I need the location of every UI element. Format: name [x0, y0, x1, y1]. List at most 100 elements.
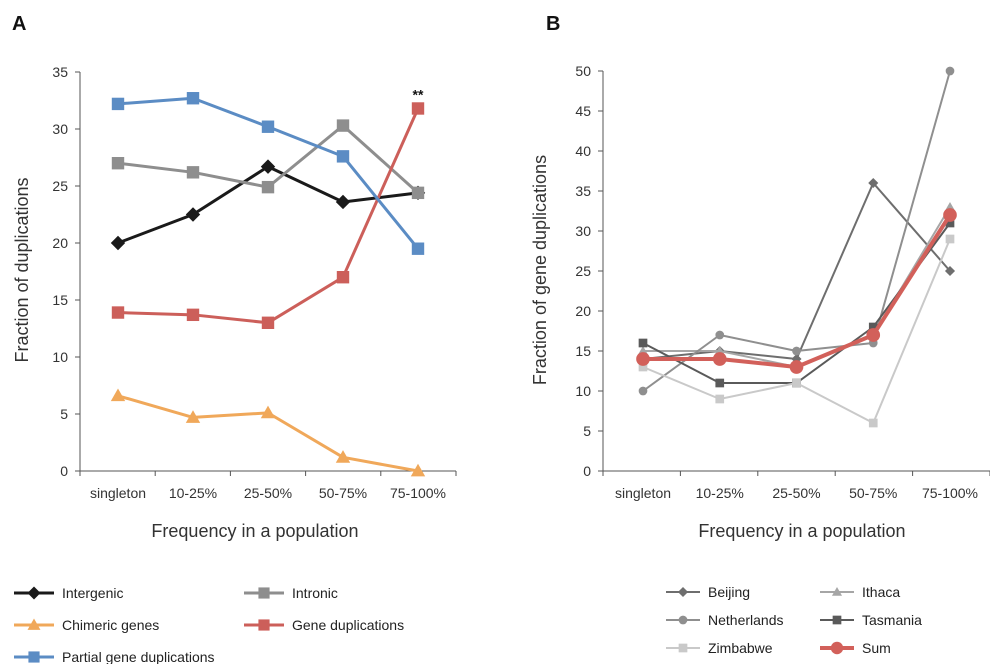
panel-b-series-ithaca [637, 201, 956, 371]
data-point-intronic [186, 166, 200, 179]
panel-b-x-tick-label: 75-100% [922, 485, 978, 501]
panel-a-series-gene-duplications [111, 102, 425, 329]
panel-b-x-tick-label: singleton [615, 485, 671, 501]
panel-b-y-ticks: 0 5 10 15 20 25 30 35 40 45 50 [575, 63, 603, 479]
data-point-ithaca [637, 345, 649, 355]
panel-a-legend: Intergenic Intronic Chimeric genes Gene dup… [14, 585, 404, 664]
series-line-netherlands [642, 70, 951, 392]
panel-b-legend: Beijing Ithaca Netherlands Tasmania Zimbabwe… [666, 584, 922, 656]
panel-b-series-beijing [637, 177, 956, 365]
panel-b-y-tick-label: 45 [575, 103, 591, 119]
legend-marker-chimeric-genes [27, 618, 41, 630]
panel-a-y-tick-label: 35 [52, 64, 68, 80]
data-point-sum [789, 360, 804, 374]
data-point-chimeric-genes [335, 450, 351, 463]
legend-label-intronic: Intronic [292, 585, 338, 601]
panel-b-letter: B [546, 13, 560, 35]
legend-item-beijing: Beijing [666, 584, 750, 600]
panel-b-series-sum [636, 208, 957, 374]
legend-item-intergenic: Intergenic [14, 585, 123, 601]
legend-item-chimeric-genes: Chimeric genes [14, 617, 159, 633]
data-point-intergenic [335, 194, 351, 210]
panel-b-series [636, 66, 957, 428]
panel-b-y-tick-label: 30 [575, 223, 591, 239]
panel-b-x-tick-label: 25-50% [772, 485, 820, 501]
data-point-tasmania [715, 378, 725, 388]
panel-a-series-partial-gene-duplications [111, 92, 425, 255]
panel-b-y-tick-label: 50 [575, 63, 591, 79]
data-point-intronic [411, 186, 425, 200]
series-line-zimbabwe [642, 238, 951, 424]
data-point-sum [943, 208, 957, 222]
panel-a-series-intergenic [110, 159, 426, 251]
data-point-netherlands [638, 386, 648, 396]
legend-item-netherlands: Netherlands [666, 612, 784, 628]
data-point-gene-duplications [411, 102, 425, 115]
panel-a-axes [79, 72, 456, 472]
data-point-gene-duplications [336, 271, 350, 284]
panel-a-y-tick-label: 30 [52, 121, 68, 137]
data-point-gene-duplications [111, 306, 125, 319]
legend-marker-zimbabwe [678, 643, 688, 653]
panel-b-y-tick-label: 40 [575, 143, 591, 159]
panel-a-y-tick-label: 10 [52, 349, 68, 365]
data-point-ithaca [714, 345, 725, 355]
series-line-beijing [642, 182, 951, 360]
panel-b-y-axis-title: Fraction of gene duplications [530, 155, 550, 385]
panel-a-y-tick-label: 20 [52, 235, 68, 251]
legend-marker-intergenic [27, 586, 41, 600]
panel-b-y-tick-label: 25 [575, 263, 591, 279]
data-point-gene-duplications [186, 308, 200, 322]
data-point-netherlands [945, 66, 955, 76]
panel-a-annotation: ** [413, 86, 424, 102]
legend-item-intronic: Intronic [244, 585, 338, 601]
panel-b-axes [602, 71, 990, 472]
data-point-intronic [261, 180, 275, 194]
legend-label-ithaca: Ithaca [862, 584, 900, 600]
legend-label-sum: Sum [862, 640, 891, 656]
legend-item-gene-duplications: Gene duplications [244, 617, 404, 633]
data-point-partial-gene-duplications [411, 242, 425, 255]
data-point-zimbabwe [868, 418, 878, 428]
panel-b-x-tick-label: 50-75% [849, 485, 897, 501]
data-point-intergenic [185, 207, 201, 222]
legend-marker-partial-gene-duplications [28, 651, 40, 663]
panel-b-series-zimbabwe [638, 234, 955, 428]
legend-label-partial-gene-duplications: Partial gene duplications [62, 649, 215, 664]
legend-label-netherlands: Netherlands [708, 612, 784, 628]
legend-item-zimbabwe: Zimbabwe [666, 640, 773, 656]
legend-marker-ithaca [831, 586, 843, 596]
data-point-intergenic [110, 235, 126, 251]
data-point-beijing [791, 353, 802, 365]
panel-b-y-tick-label: 15 [575, 343, 591, 359]
legend-label-intergenic: Intergenic [62, 585, 123, 601]
legend-item-ithaca: Ithaca [820, 584, 900, 600]
panel-a-y-tick-label: 0 [60, 463, 68, 479]
data-point-partial-gene-duplications [336, 150, 350, 163]
panel-b-series-netherlands [638, 66, 955, 396]
legend-item-sum: Sum [820, 640, 891, 656]
panel-b-y-tick-label: 5 [583, 423, 591, 439]
data-point-beijing [868, 177, 879, 189]
legend-label-tasmania: Tasmania [862, 612, 922, 628]
legend-marker-gene-duplications [258, 619, 270, 631]
data-point-zimbabwe [945, 234, 955, 244]
panel-b-x-tick-label: 10-25% [696, 485, 744, 501]
panel-a-x-tick-label: singleton [90, 485, 146, 501]
panel-a-letter: A [12, 13, 26, 35]
data-point-chimeric-genes [410, 463, 426, 477]
panel-a-y-ticks: 0 5 10 15 20 25 30 35 [52, 64, 80, 479]
data-point-tasmania [868, 322, 878, 332]
legend-marker-tasmania [832, 615, 842, 625]
panel-a-y-tick-label: 15 [52, 292, 68, 308]
data-point-intronic [336, 119, 350, 132]
panel-a-x-tick-label: 25-50% [244, 485, 292, 501]
data-point-chimeric-genes [185, 410, 201, 423]
panel-b-y-tick-label: 0 [583, 463, 591, 479]
legend-marker-beijing [677, 586, 689, 598]
panel-a-annotations: ** [413, 86, 424, 102]
panel-b-x-ticks: singleton 10-25% 25-50% 50-75% 75-100% [602, 471, 990, 501]
data-point-sum [712, 352, 727, 366]
series-line-intergenic [117, 165, 419, 245]
